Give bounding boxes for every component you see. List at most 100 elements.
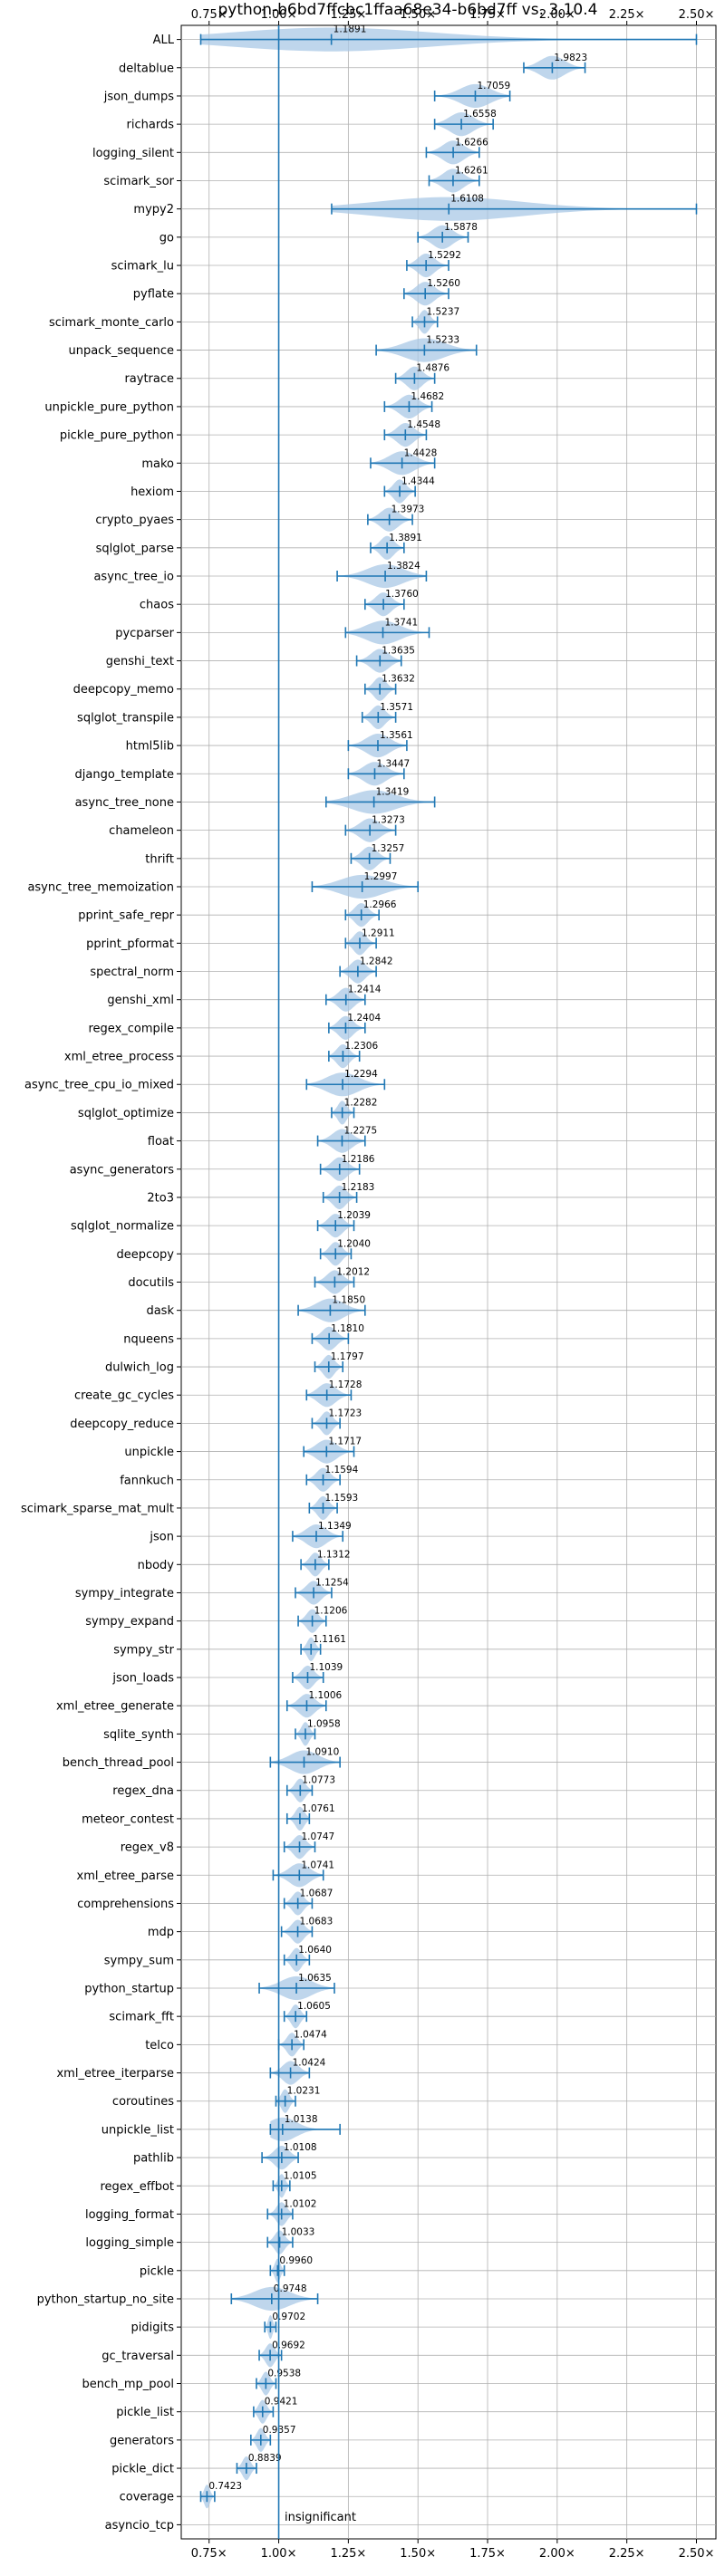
violin-value-label: 1.2414: [348, 985, 382, 995]
violin-value-label: 1.1594: [325, 1465, 359, 1475]
y-tick-label: sqlglot_parse: [96, 542, 174, 555]
y-tick-label: thrift: [145, 852, 174, 866]
violin-value-label: 1.1161: [313, 1634, 346, 1645]
violin-value-label: 1.2404: [347, 1013, 381, 1024]
violin-value-label: 1.2040: [337, 1238, 371, 1249]
violin-value-label: 1.1810: [331, 1323, 364, 1334]
x-tick-label-top: 2.25×: [609, 8, 645, 22]
violin-value-label: 1.0102: [284, 2198, 317, 2209]
violin-value-label: 1.0683: [300, 1917, 334, 1927]
x-tick-label-bottom: 1.25×: [330, 2547, 366, 2561]
violin-value-label: 1.4682: [411, 391, 444, 402]
violin-value-label: 1.3760: [385, 589, 419, 600]
violin-value-label: 1.0033: [282, 2227, 315, 2238]
y-tick-label: async_tree_cpu_io_mixed: [24, 1079, 174, 1092]
y-tick-label: bench_thread_pool: [63, 1756, 174, 1770]
y-tick-label: chameleon: [109, 824, 174, 838]
y-tick-label: async_generators: [70, 1163, 175, 1177]
violin-value-label: 1.1728: [329, 1379, 362, 1390]
violin-value-label: 1.2012: [336, 1267, 370, 1278]
x-tick-label-bottom: 1.00×: [261, 2547, 297, 2561]
y-tick-label: sympy_str: [113, 1643, 174, 1657]
violin-value-label: 1.5260: [427, 278, 460, 289]
y-tick-label: xml_etree_iterparse: [56, 2067, 174, 2081]
violin-value-label: 1.0605: [297, 2001, 331, 2012]
violin-value-label: 1.3561: [380, 730, 413, 741]
y-tick-label: sympy_sum: [104, 1954, 174, 1967]
y-tick-label: pickle_dict: [111, 2463, 174, 2476]
violin-value-label: 1.2997: [364, 871, 398, 882]
violin-value-label: 1.3419: [376, 786, 410, 797]
y-tick-label: nbody: [138, 1559, 175, 1572]
y-tick-label: async_tree_memoization: [27, 880, 174, 894]
y-tick-label: coverage: [120, 2491, 174, 2504]
violin-value-label: 1.0958: [307, 1718, 341, 1729]
y-tick-label: sympy_integrate: [75, 1587, 174, 1600]
y-tick-label: pidigits: [131, 2321, 175, 2335]
x-tick-label-top: 0.75×: [191, 8, 227, 22]
y-tick-label: json_dumps: [103, 90, 174, 103]
violin-value-label: 1.3741: [385, 617, 419, 628]
violin-value-label: 1.0640: [298, 1945, 332, 1956]
violin-value-label: 1.4548: [407, 419, 440, 430]
violin-value-label: 1.2186: [342, 1154, 375, 1165]
y-tick-label: xml_etree_generate: [56, 1700, 174, 1714]
x-tick-label-top: 1.00×: [261, 8, 297, 22]
violin-value-label: 1.1039: [309, 1662, 343, 1673]
y-tick-label: scimark_monte_carlo: [49, 316, 174, 330]
violin-value-label: 1.6108: [450, 194, 484, 205]
violin-value-label: 1.2966: [363, 899, 397, 910]
violin-value-label: 1.2282: [344, 1097, 378, 1108]
violin-value-label: 1.3571: [380, 702, 413, 713]
y-tick-label: python_startup: [84, 1982, 174, 1995]
y-tick-label: fannkuch: [120, 1474, 174, 1487]
y-tick-label: telco: [145, 2039, 174, 2052]
violin-value-label: 1.2294: [344, 1069, 378, 1080]
y-tick-label: deltablue: [119, 62, 174, 75]
y-tick-label: async_tree_none: [75, 796, 174, 810]
violin-value-label: 1.0747: [302, 1831, 335, 1842]
violin-value-label: 1.0741: [301, 1860, 334, 1870]
y-tick-label: pycparser: [115, 627, 174, 640]
violin-value-label: 1.1891: [334, 24, 367, 35]
violin-value-label: 1.0761: [302, 1803, 335, 1814]
violin-value-label: 1.3632: [382, 674, 415, 685]
violin-value-label: 1.5292: [428, 250, 461, 261]
x-tick-label-top: 2.50×: [679, 8, 715, 22]
y-tick-label: pickle_list: [116, 2406, 174, 2419]
violin-value-label: 1.5878: [444, 222, 478, 233]
y-tick-label: mypy2: [133, 203, 174, 216]
y-tick-label: logging_format: [85, 2208, 174, 2222]
y-tick-label: hexiom: [130, 485, 174, 499]
y-tick-label: richards: [127, 119, 175, 132]
y-tick-label: logging_simple: [85, 2236, 174, 2250]
violin-value-label: 1.4876: [416, 363, 450, 374]
violin-value-label: 1.2183: [342, 1182, 375, 1193]
y-tick-label: sqlglot_optimize: [78, 1107, 174, 1120]
violin-value-label: 1.0474: [294, 2029, 327, 2040]
y-tick-label: gc_traversal: [102, 2350, 174, 2363]
violin-value-label: 0.9960: [279, 2255, 313, 2266]
insignificant-annotation: insignificant: [285, 2511, 356, 2524]
y-tick-label: json_loads: [111, 1672, 174, 1686]
y-tick-label: pathlib: [133, 2152, 174, 2166]
violin-value-label: 1.1006: [308, 1690, 342, 1701]
y-tick-label: regex_effbot: [100, 2180, 174, 2194]
y-tick-label: comprehensions: [77, 1898, 174, 1911]
y-tick-label: scimark_sor: [103, 175, 174, 188]
x-tick-label-bottom: 1.75×: [469, 2547, 506, 2561]
y-tick-label: mdp: [148, 1926, 174, 1939]
violin-value-label: 1.2842: [360, 956, 393, 967]
y-tick-label: dulwich_log: [105, 1361, 174, 1375]
violin-value-label: 1.2039: [337, 1210, 371, 1221]
y-tick-label: genshi_xml: [107, 994, 174, 1007]
violin-value-label: 1.1797: [331, 1351, 364, 1362]
violin-value-label: 0.7423: [208, 2481, 242, 2492]
violin-value-label: 1.1312: [317, 1549, 351, 1560]
x-tick-label-top: 1.25×: [330, 8, 366, 22]
violin-value-label: 1.3824: [387, 561, 420, 572]
violin-value-label: 1.1593: [325, 1493, 359, 1504]
y-tick-label: sympy_expand: [85, 1615, 174, 1629]
y-tick-label: json: [149, 1531, 174, 1544]
